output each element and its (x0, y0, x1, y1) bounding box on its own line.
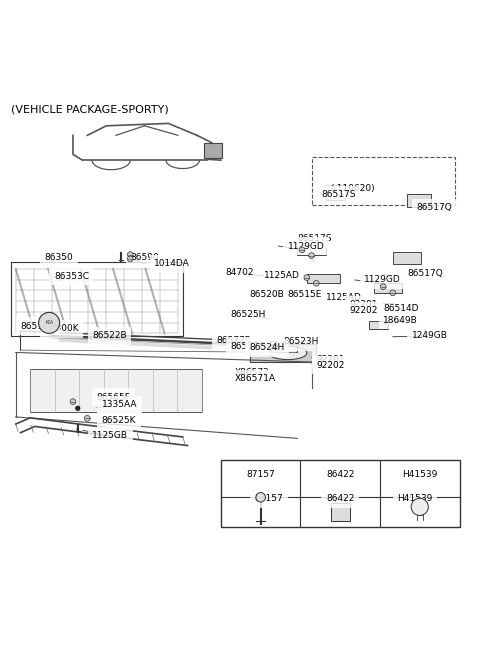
Text: 1249GB: 1249GB (412, 331, 448, 340)
Text: 1129GD: 1129GD (288, 242, 324, 250)
Text: 92201: 92201 (316, 355, 345, 364)
Circle shape (309, 253, 314, 258)
Text: 86350: 86350 (44, 252, 73, 261)
Text: 86353C: 86353C (54, 271, 89, 281)
Bar (369, 303, 393, 312)
Circle shape (38, 312, 60, 334)
Text: 1335AA: 1335AA (102, 401, 137, 410)
Text: 86524H: 86524H (250, 343, 285, 352)
Text: H41539: H41539 (397, 495, 433, 504)
Bar (11, 261, 183, 336)
Text: 86517S: 86517S (321, 191, 356, 199)
Circle shape (380, 284, 386, 289)
Text: 86300K: 86300K (44, 324, 79, 333)
Circle shape (76, 406, 80, 410)
Text: 86577B: 86577B (216, 336, 251, 345)
Circle shape (304, 275, 310, 281)
Text: 92202: 92202 (350, 307, 378, 316)
Text: 86517S: 86517S (297, 234, 332, 244)
Bar (373, 283, 402, 293)
Text: 86525H: 86525H (230, 310, 266, 319)
Bar (331, 503, 350, 521)
Text: 18649B: 18649B (383, 316, 418, 324)
Text: 87157: 87157 (246, 471, 275, 479)
Bar (307, 273, 340, 283)
Text: (VEHICLE PACKAGE-SPORTY): (VEHICLE PACKAGE-SPORTY) (11, 105, 168, 115)
Bar (221, 460, 459, 527)
Text: X86571A: X86571A (235, 374, 276, 383)
Text: 84702: 84702 (226, 268, 254, 277)
Circle shape (411, 498, 428, 516)
Text: 92202: 92202 (316, 361, 345, 370)
Bar (326, 185, 345, 200)
Text: 1125AD: 1125AD (264, 271, 300, 279)
Circle shape (70, 399, 76, 404)
Text: 86422: 86422 (326, 471, 354, 479)
Bar (369, 322, 388, 328)
Text: 86515E: 86515E (288, 290, 322, 299)
Text: H41539: H41539 (402, 471, 437, 479)
Text: 87157: 87157 (254, 495, 283, 504)
Text: 92201: 92201 (350, 301, 378, 309)
Text: 1129GD: 1129GD (364, 275, 401, 285)
Text: 1125GB: 1125GB (92, 432, 128, 440)
Bar (30, 369, 202, 412)
Text: (-110620): (-110620) (331, 184, 375, 193)
Ellipse shape (269, 346, 307, 359)
Text: KIA: KIA (45, 320, 53, 326)
Text: 86590: 86590 (130, 252, 159, 261)
Circle shape (127, 256, 133, 261)
Bar (393, 252, 421, 264)
Circle shape (390, 290, 396, 296)
Text: 86565F: 86565F (97, 393, 131, 402)
Text: 1125AD: 1125AD (326, 293, 362, 302)
Text: 86577C: 86577C (230, 342, 265, 351)
Bar (297, 243, 326, 255)
Bar (312, 157, 455, 205)
Text: 86422: 86422 (326, 495, 354, 504)
Circle shape (313, 281, 319, 286)
Circle shape (127, 252, 133, 258)
Text: 86525K: 86525K (102, 416, 136, 425)
Bar (250, 344, 316, 362)
Text: X86572: X86572 (235, 368, 270, 377)
Text: 86517Q: 86517Q (407, 269, 443, 278)
Text: 86520B: 86520B (250, 290, 284, 299)
Circle shape (84, 416, 90, 421)
Text: 86512A: 86512A (21, 322, 55, 331)
Text: 86522B: 86522B (92, 331, 127, 340)
Bar (204, 144, 222, 158)
Text: 86523H: 86523H (283, 337, 318, 346)
Text: 86517Q: 86517Q (417, 203, 452, 213)
Circle shape (256, 493, 265, 502)
Text: 1014DA: 1014DA (154, 260, 190, 268)
Bar (407, 193, 431, 207)
Circle shape (299, 247, 305, 253)
Text: 86514D: 86514D (383, 304, 419, 312)
